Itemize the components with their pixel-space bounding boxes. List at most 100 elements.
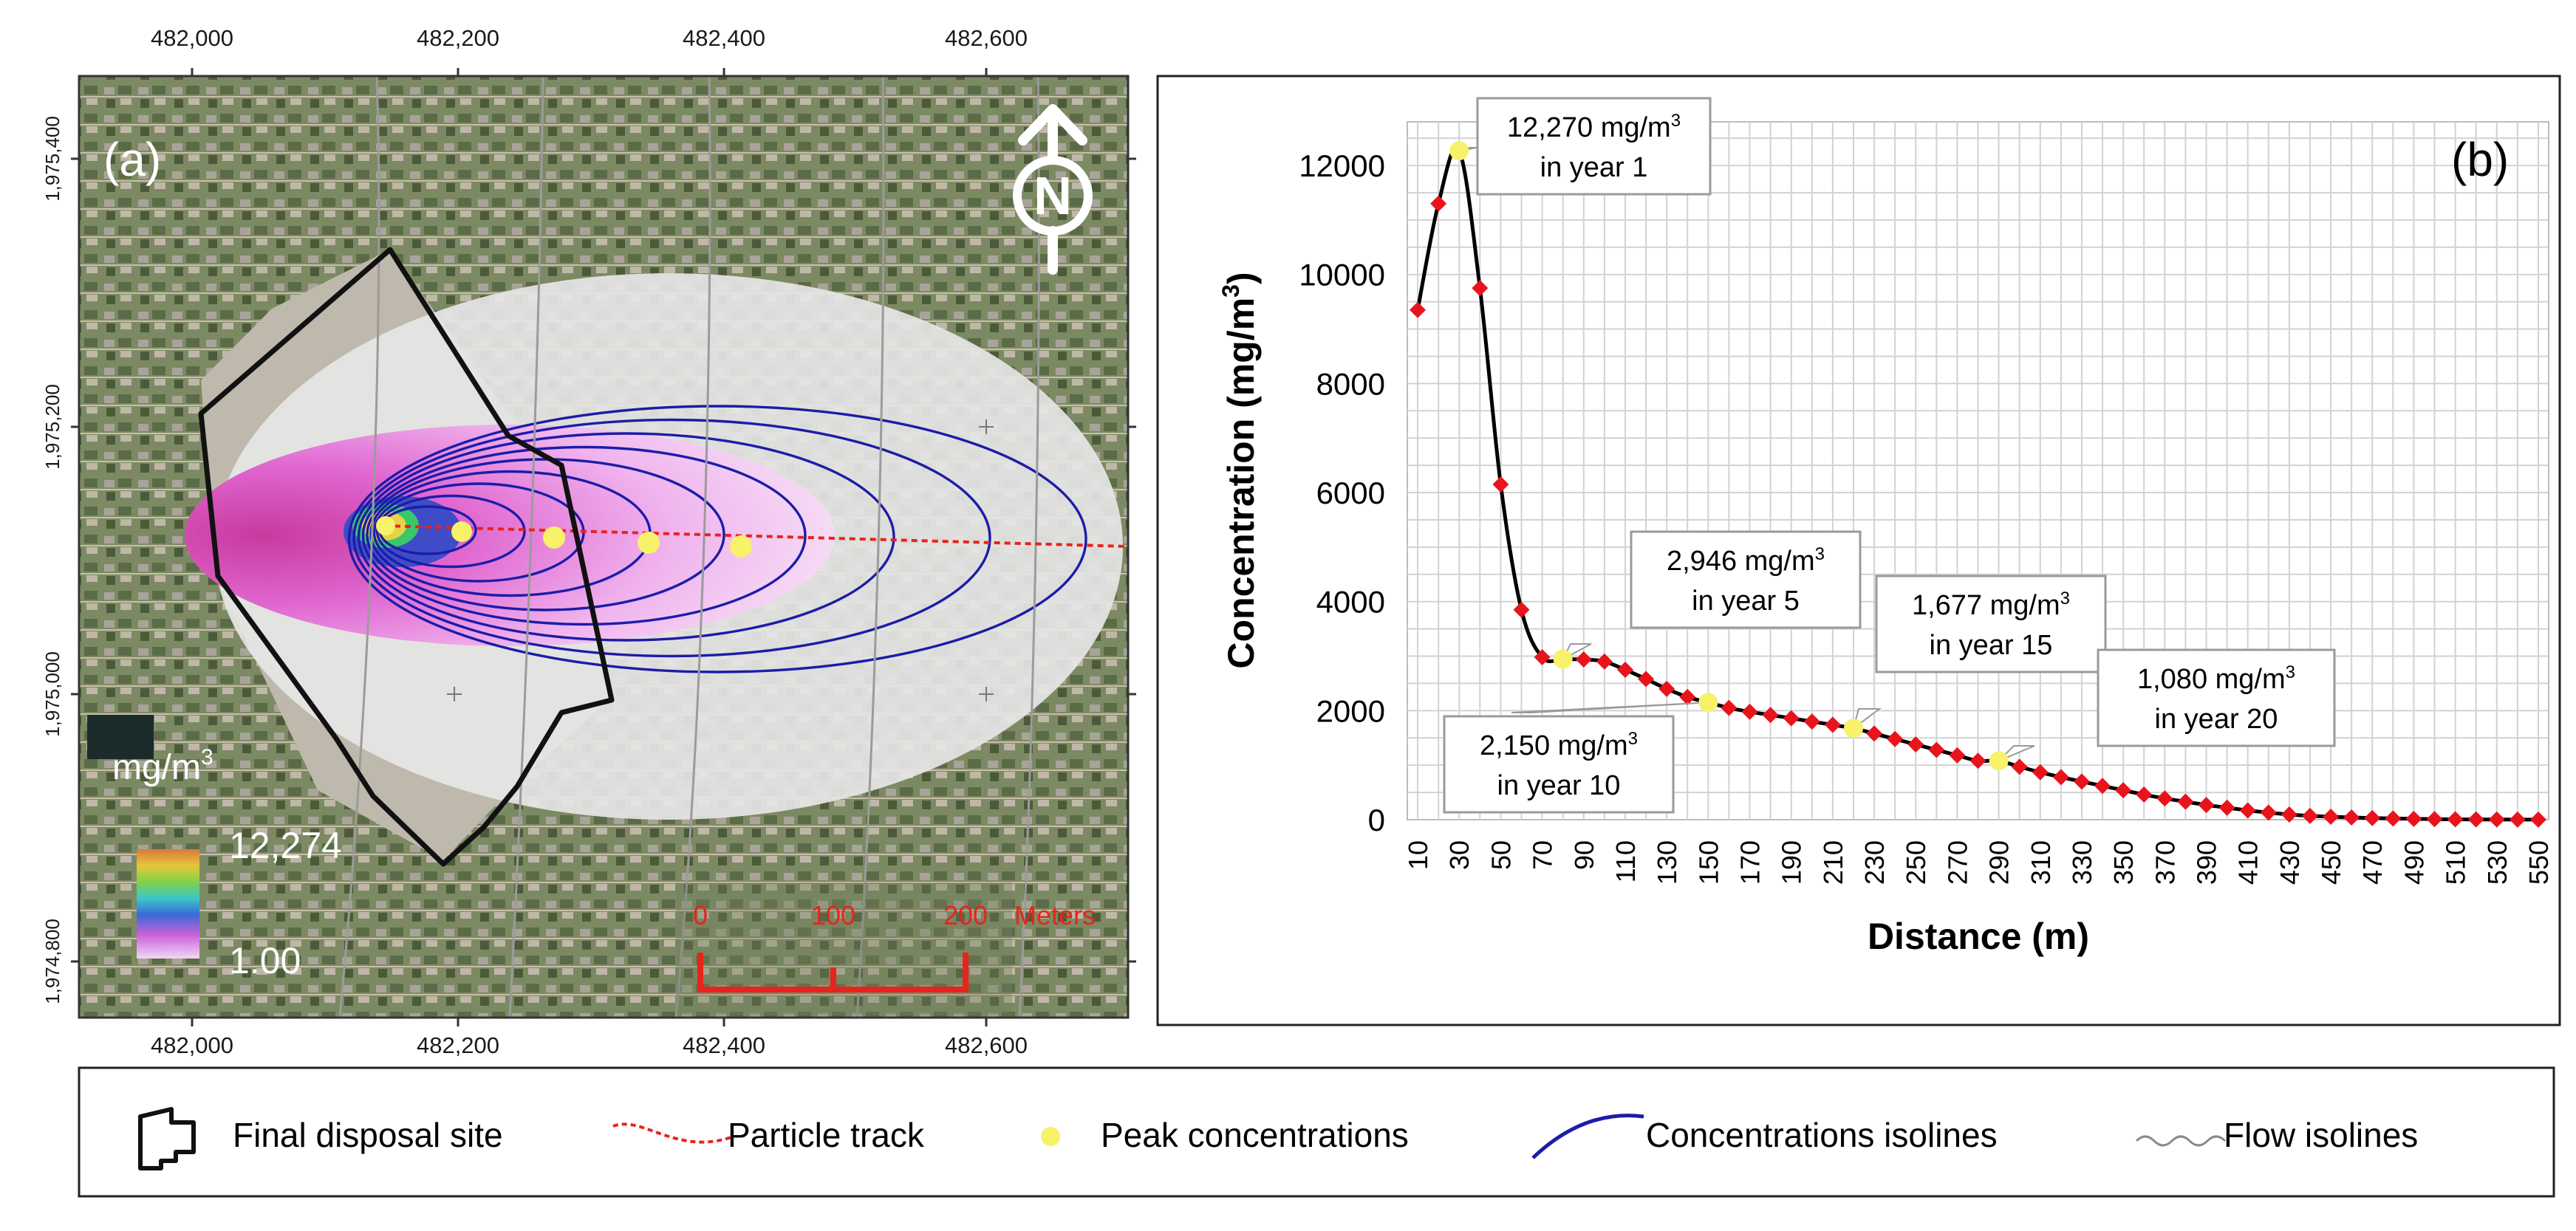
data-point	[2136, 786, 2153, 803]
x-tick-label: 250	[1901, 840, 1931, 885]
x-tick-label: 510	[2441, 840, 2471, 885]
legend-item-peak-concentrations: Peak concentrations	[1041, 1116, 1409, 1154]
y-tick-labels: 0 2000 4000 6000 8000 10000 12000	[1299, 148, 1385, 837]
data-point	[2032, 764, 2049, 781]
callout-box	[1875, 575, 2107, 673]
callout-value: 2,946 mg/m3	[1667, 544, 1825, 577]
north-letter: N	[1034, 167, 1072, 226]
map-y-tick-label: 1,974,800	[41, 919, 64, 1004]
data-point	[2239, 802, 2256, 819]
peak-point	[1843, 719, 1863, 738]
data-point	[2177, 793, 2194, 810]
disposal-site-icon	[138, 1107, 196, 1170]
legend-label: Flow isolines	[2224, 1116, 2418, 1154]
map-x-tick-label: 482,000	[151, 1032, 233, 1058]
x-tick-label: 310	[2026, 840, 2056, 885]
data-point	[1638, 671, 1655, 687]
data-point	[1472, 280, 1489, 297]
colorbar-max-label: 12,274	[229, 825, 342, 866]
x-tick-label: 30	[1444, 840, 1475, 870]
peak-point	[543, 527, 565, 549]
data-point	[1866, 725, 1883, 742]
y-tick-label: 2000	[1316, 693, 1385, 728]
legend-frame	[78, 1066, 2555, 1198]
peak-concentration-points	[376, 516, 752, 558]
map-panel: 482,000 482,200 482,400 482,600 482,000 …	[41, 25, 1136, 1058]
peak-point	[1449, 141, 1469, 161]
isoline	[347, 405, 1087, 673]
data-point	[1824, 716, 1841, 733]
data-point	[2509, 811, 2526, 828]
data-point	[1492, 476, 1509, 493]
data-point	[1596, 653, 1613, 670]
scale-label: 200	[943, 900, 988, 930]
callout-pointer	[1511, 702, 1709, 713]
x-tick-label: 150	[1693, 840, 1723, 885]
data-point	[2529, 811, 2546, 828]
x-tick-label: 90	[1569, 840, 1599, 870]
x-tick-label: 230	[1859, 840, 1890, 885]
callout-box	[1476, 97, 1712, 196]
x-tick-label: 210	[1818, 840, 1848, 885]
legend-item-concentration-isolines: Concentrations isolines	[1531, 1114, 1998, 1159]
data-point	[1616, 661, 1633, 678]
y-tick-label: 0	[1368, 803, 1385, 837]
x-tick-label: 530	[2482, 840, 2512, 885]
scale-area	[676, 882, 1012, 1015]
grid-crosses	[447, 419, 994, 702]
legend: Final disposal site Particle track Peak …	[78, 1066, 2555, 1198]
data-point	[2073, 773, 2090, 790]
scale-label: 0	[693, 900, 708, 930]
data-point	[1887, 730, 1904, 747]
data-point	[2260, 804, 2277, 821]
scale-label: 100	[811, 900, 855, 930]
data-point	[2115, 782, 2132, 799]
data-point	[1969, 752, 1986, 769]
data-markers	[1410, 195, 2546, 828]
isoline	[375, 494, 526, 569]
x-tick-label: 290	[1984, 840, 2015, 885]
callout-box	[1630, 530, 1862, 629]
map-x-tick-label: 482,200	[417, 25, 499, 51]
map-y-tick-label: 1,975,200	[41, 384, 64, 470]
callout-box	[2097, 648, 2336, 747]
colorbar: mg/m3 12,274 1.00	[112, 745, 342, 981]
legend-label: Concentrations isolines	[1646, 1116, 1998, 1154]
data-point	[2343, 809, 2360, 826]
callout-value: 1,677 mg/m3	[1912, 589, 2070, 621]
x-tick-labels: 10 30 50 70 90 110 130 150 170 190 210 230 250 270 290…	[1403, 840, 2554, 885]
data-point	[1762, 707, 1779, 724]
data-point	[1721, 699, 1738, 716]
x-tick-label: 470	[2357, 840, 2388, 885]
legend-item-particle-track: Particle track	[612, 1116, 925, 1154]
x-tick-label: 350	[2108, 840, 2139, 885]
data-point	[2218, 799, 2235, 816]
colorbar-gradient	[137, 849, 199, 959]
y-axis-title: Concentration (mg/m3)	[1217, 272, 1262, 668]
peak-point	[1553, 649, 1573, 669]
flow-isolines	[338, 76, 1040, 1018]
peak-dot-icon	[1041, 1127, 1060, 1146]
peak-point	[1989, 751, 2009, 771]
isoline-icon	[1531, 1114, 1644, 1159]
peak-point	[730, 535, 752, 558]
data-point	[1741, 703, 1758, 720]
x-tick-label: 130	[1652, 840, 1682, 885]
concentration-curve	[1415, 145, 2538, 822]
water-pond	[87, 715, 154, 759]
callout-value: 1,080 mg/m3	[2137, 662, 2295, 695]
data-point	[1803, 713, 1820, 730]
x-tick-label: 270	[1942, 840, 1972, 885]
y-tick-label: 12000	[1299, 148, 1385, 183]
data-point	[2052, 769, 2069, 786]
x-tick-label: 430	[2275, 840, 2305, 885]
x-tick-label: 70	[1528, 840, 1558, 870]
y-tick-label: 10000	[1299, 258, 1385, 292]
map-x-tick-marks	[191, 68, 988, 1026]
callout-year: in year 1	[1540, 152, 1648, 183]
map-x-tick-label: 482,200	[417, 1032, 499, 1058]
data-point	[1430, 195, 1447, 212]
data-point	[1658, 680, 1675, 697]
x-axis-title: Distance (m)	[1868, 916, 2089, 957]
